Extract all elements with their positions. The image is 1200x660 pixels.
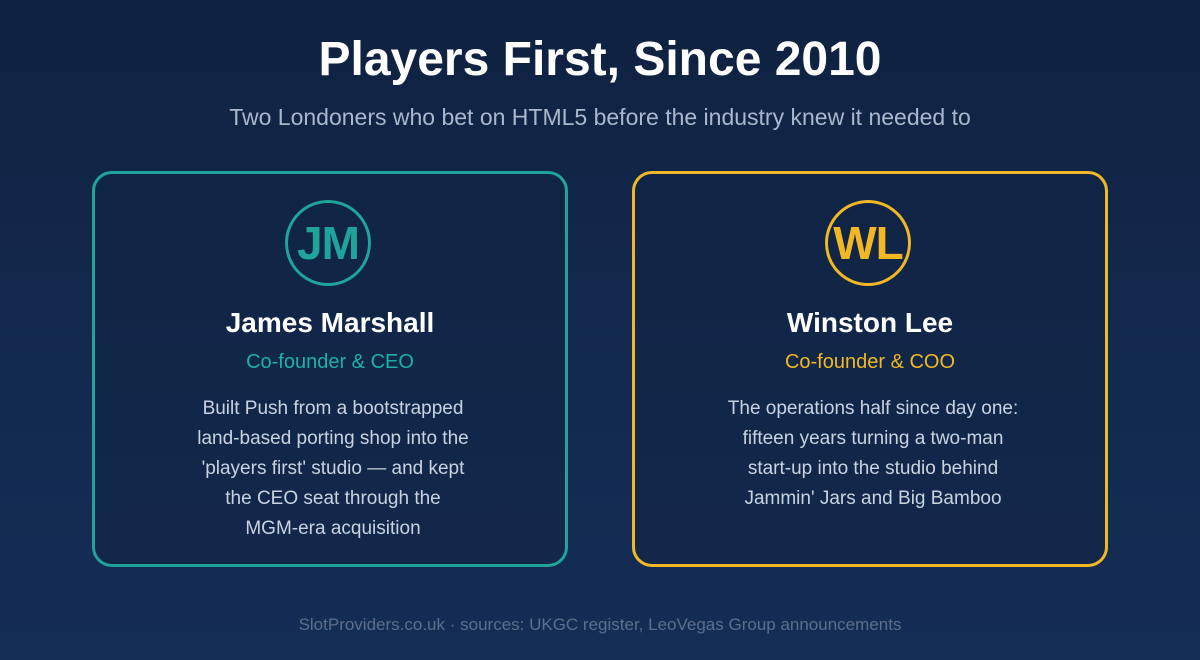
bio-line: the CEO seat through the [225,488,441,509]
page-title: Players First, Since 2010 [318,33,882,86]
bio-line: 'players first' studio — and kept [201,458,465,479]
bio-line: MGM-era acquisition [245,518,421,539]
founder-card-james-marshall: JM James Marshall Co-founder & CEO Built… [92,171,568,567]
bio-line: land-based porting shop into the [197,428,469,449]
founder-name: Winston Lee [786,307,954,338]
bio-line: fifteen years turning a two-man [742,428,1004,449]
page-subtitle: Two Londoners who bet on HTML5 before th… [229,104,971,130]
founder-name: James Marshall [225,307,435,338]
bio-line: Jammin' Jars and Big Bamboo [744,488,1002,509]
founder-bio: Built Push from a bootstrapped land-base… [135,394,531,544]
bio-line: Built Push from a bootstrapped [202,398,464,419]
avatar: WL [825,200,911,286]
founder-role: Co-founder & CEO [246,351,414,373]
source-footer: SlotProviders.co.uk · sources: UKGC regi… [298,615,902,634]
founder-role: Co-founder & COO [784,351,956,373]
bio-line: The operations half since day one: [727,398,1019,419]
founder-card-winston-lee: WL Winston Lee Co-founder & COO The oper… [632,171,1108,567]
founder-bio: The operations half since day one: fifte… [675,394,1071,514]
avatar: JM [285,200,371,286]
bio-line: start-up into the studio behind [747,458,999,479]
